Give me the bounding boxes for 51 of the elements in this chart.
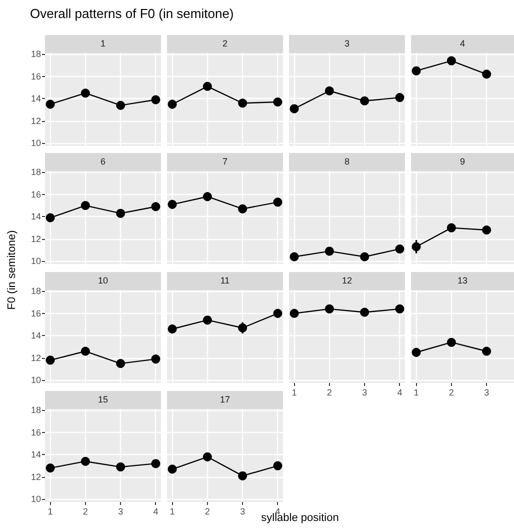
x-tick-label: 4	[153, 506, 158, 516]
y-tick-label: 10	[30, 138, 41, 148]
y-tick-label: 14	[30, 330, 41, 341]
y-tick-label: 10	[30, 375, 41, 386]
chart-subtitle: 10	[98, 276, 108, 286]
chart-subtitle: 12	[342, 276, 352, 286]
y-tick-label: 12	[30, 234, 41, 244]
y-tick-label: 18	[30, 167, 41, 178]
x-tick-label: 2	[82, 506, 88, 516]
chart-subtitle: 1	[100, 38, 106, 48]
chart-subtitle: 7	[222, 156, 228, 166]
y-tick-label: 14	[30, 212, 41, 222]
x-tick-label: 1	[292, 388, 297, 398]
x-tick-label: 3	[240, 506, 246, 516]
x-tick-label: 2	[204, 506, 210, 516]
y-tick-label: 16	[30, 427, 41, 438]
y-tick-label: 14	[30, 94, 41, 104]
y-tick-label: 16	[30, 71, 41, 82]
x-tick-label: 3	[484, 388, 490, 398]
x-tick-label: 3	[362, 388, 368, 398]
x-tick-label: 1	[170, 506, 175, 516]
y-axis-title: F0 (in semitone)	[6, 230, 18, 310]
y-tick-label: 10	[30, 256, 41, 266]
x-tick-label: 2	[448, 388, 454, 398]
x-tick-label: 4	[397, 388, 402, 398]
x-tick-label: 1	[48, 506, 53, 516]
chart-subtitle: 11	[220, 276, 230, 286]
y-tick-label: 10	[30, 494, 41, 504]
y-tick-label: 12	[30, 472, 41, 482]
x-axis-title: syllable position	[261, 512, 339, 524]
chart-subtitle: 15	[98, 394, 108, 404]
y-tick-label: 16	[30, 189, 41, 200]
chart-subtitle: 9	[460, 156, 466, 166]
chart-title: Overall patterns of F0 (in semitone)	[30, 6, 234, 21]
chart-subtitle: 13	[457, 276, 468, 286]
chart-subtitle: 2	[222, 38, 228, 48]
y-tick-label: 12	[30, 116, 41, 126]
chart-subtitle: 4	[460, 38, 466, 48]
y-tick-label: 18	[30, 405, 41, 416]
y-tick-label: 16	[30, 308, 41, 318]
y-tick-label: 14	[30, 450, 41, 460]
x-tick-label: 3	[118, 506, 124, 516]
x-tick-label: 2	[326, 388, 332, 398]
y-tick-label: 18	[30, 286, 41, 296]
x-tick-label: 1	[414, 388, 419, 398]
y-tick-label: 18	[30, 49, 41, 60]
chart-subtitle: 6	[100, 156, 106, 166]
chart-subtitle: 3	[344, 38, 350, 48]
y-tick-label: 12	[30, 352, 41, 363]
chart-subtitle: 17	[220, 394, 230, 404]
chart-subtitle: 8	[344, 156, 350, 166]
